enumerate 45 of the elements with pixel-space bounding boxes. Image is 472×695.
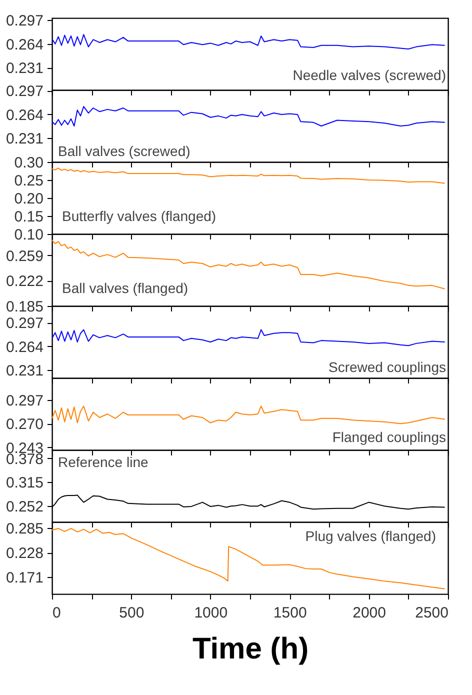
- line-series: [52, 528, 446, 590]
- y-tick-label: 0.252: [6, 498, 44, 516]
- annotation: Needle valves (screwed): [292, 67, 446, 83]
- annotation: Butterfly valves (flanged): [62, 208, 216, 224]
- y-tick-label: 0.231: [6, 60, 44, 78]
- y-tick-label: 0.297: [6, 315, 44, 332]
- x-tick-label: 1500: [273, 604, 307, 622]
- annotation: Reference line: [58, 454, 148, 470]
- y-tick-label: 0.25: [14, 172, 44, 190]
- y-tick-label: 0.297: [6, 392, 44, 410]
- x-tick-label: 2500: [415, 604, 448, 622]
- y-tick-label: 0.30: [14, 154, 44, 172]
- y-tick-label: 0.270: [6, 416, 44, 434]
- y-tick-label: 0.15: [14, 208, 44, 226]
- y-tick-label: 0.315: [6, 474, 44, 492]
- y-tick-label: 0.297: [6, 12, 44, 30]
- line-series: [52, 406, 446, 424]
- y-tick-label: 0.171: [6, 570, 44, 587]
- y-tick-label: 0.259: [6, 248, 44, 265]
- y-tick-label: 0.231: [6, 130, 44, 148]
- y-tick-label: 0.264: [6, 338, 44, 356]
- y-tick-label: 0.264: [6, 106, 44, 124]
- y-tick-label: 0.185: [6, 298, 44, 316]
- y-tick-label: 0.231: [6, 362, 44, 380]
- y-tick-label: 0.264: [6, 36, 44, 54]
- x-tick-label: 2000: [352, 604, 386, 622]
- annotation: Flanged couplings: [332, 429, 446, 445]
- annotation: Plug valves (flanged): [305, 528, 436, 544]
- y-tick-label: 0.222: [6, 273, 44, 290]
- x-axis-title: Time (h): [192, 632, 309, 666]
- x-tick-label: 500: [119, 604, 144, 622]
- y-tick-label: 0.285: [6, 520, 44, 538]
- line-series: [52, 168, 446, 184]
- annotation: Screwed couplings: [328, 359, 446, 375]
- y-tick-label: 0.228: [6, 545, 44, 562]
- line-series: [52, 329, 446, 346]
- line-series: [52, 34, 446, 50]
- x-tick-label: 1000: [194, 604, 228, 622]
- annotation: Ball valves (screwed): [58, 143, 190, 159]
- y-tick-label: 0.20: [14, 190, 44, 208]
- x-tick-label: 0: [52, 604, 61, 622]
- annotation: Ball valves (flanged): [62, 280, 188, 296]
- y-tick-label: 0.297: [6, 83, 44, 100]
- line-series: [52, 106, 446, 126]
- y-tick-label: 0.10: [14, 226, 44, 244]
